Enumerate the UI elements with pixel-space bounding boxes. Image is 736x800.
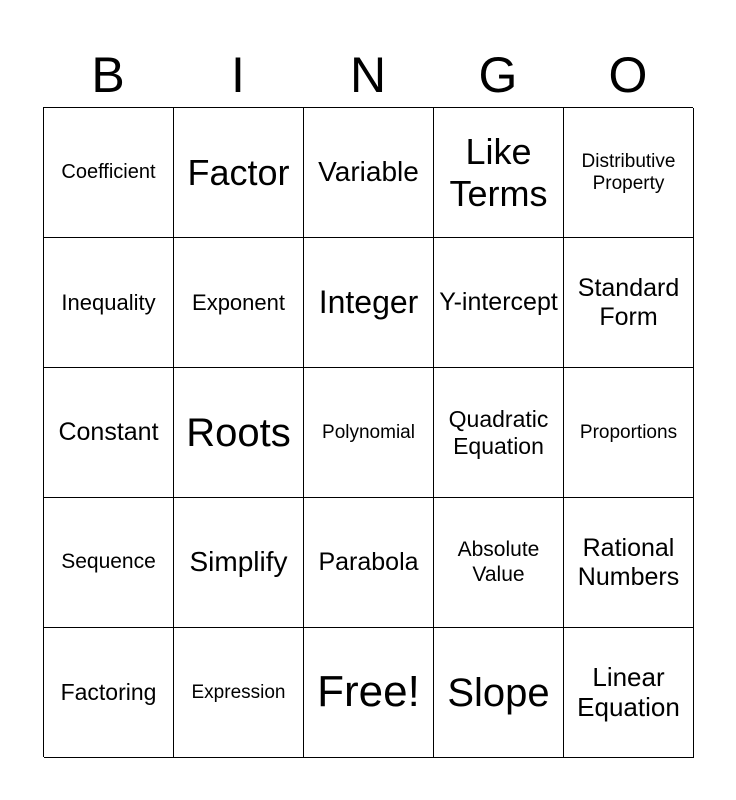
bingo-cell-text: Constant <box>58 418 159 447</box>
bingo-cell-text: Proportions <box>579 421 678 443</box>
bingo-cell-text: Free! <box>317 667 420 717</box>
bingo-cell[interactable]: Variable <box>304 108 434 238</box>
bingo-cell[interactable]: Roots <box>174 368 304 498</box>
bingo-cell-text: Linear Equation <box>577 661 680 722</box>
bingo-cell-text: Y-intercept <box>439 288 558 317</box>
bingo-cell[interactable]: Slope <box>434 628 564 758</box>
bingo-cell-text: Factoring <box>60 679 157 706</box>
bingo-cell-text: Expression <box>191 681 286 703</box>
bingo-cell[interactable]: Integer <box>304 238 434 368</box>
bingo-cell[interactable]: Inequality <box>44 238 174 368</box>
bingo-cell-text: Quadratic Equation <box>448 406 549 459</box>
bingo-cell[interactable]: Free! <box>304 628 434 758</box>
bingo-cell-text: Integer <box>318 284 419 321</box>
bingo-cell-text: Inequality <box>61 289 156 315</box>
bingo-cell[interactable]: Proportions <box>564 368 694 498</box>
bingo-cell[interactable]: Quadratic Equation <box>434 368 564 498</box>
bingo-cell[interactable]: Rational Numbers <box>564 498 694 628</box>
bingo-cell[interactable]: Expression <box>174 628 304 758</box>
bingo-cell-text: Polynomial <box>322 421 415 443</box>
bingo-cell-text: Parabola <box>318 548 419 577</box>
bingo-cell[interactable]: Standard Form <box>564 238 694 368</box>
bingo-cell-text: Rational Numbers <box>577 533 680 591</box>
bingo-cell[interactable]: Y-intercept <box>434 238 564 368</box>
bingo-cell[interactable]: Polynomial <box>304 368 434 498</box>
bingo-cell-text: Roots <box>186 410 291 455</box>
bingo-cell-text: Sequence <box>61 550 156 574</box>
bingo-cell[interactable]: Like Terms <box>434 108 564 238</box>
bingo-cell[interactable]: Simplify <box>174 498 304 628</box>
bingo-cell[interactable]: Factoring <box>44 628 174 758</box>
bingo-cell-text: Variable <box>318 156 419 188</box>
bingo-cell-text: Absolute Value <box>457 538 540 586</box>
bingo-cell[interactable]: Factor <box>174 108 304 238</box>
bingo-cell[interactable]: Coefficient <box>44 108 174 238</box>
bingo-cell[interactable]: Parabola <box>304 498 434 628</box>
bingo-cell[interactable]: Linear Equation <box>564 628 694 758</box>
bingo-cell-text: Factor <box>187 151 290 193</box>
bingo-header: B I N G O <box>43 44 693 106</box>
bingo-cell-text: Exponent <box>192 289 285 315</box>
header-letter-n: N <box>349 47 387 103</box>
bingo-cell-text: Simplify <box>189 546 288 578</box>
header-letter-g: G <box>478 47 518 103</box>
bingo-cell[interactable]: Constant <box>44 368 174 498</box>
bingo-cell[interactable]: Distributive Property <box>564 108 694 238</box>
bingo-cell-text: Coefficient <box>61 161 156 183</box>
bingo-cell-text: Slope <box>447 670 550 715</box>
bingo-cell-text: Like Terms <box>449 131 548 214</box>
header-letter-i: I <box>231 47 245 103</box>
header-letter-o: O <box>608 47 648 103</box>
bingo-cell[interactable]: Sequence <box>44 498 174 628</box>
bingo-cell[interactable]: Exponent <box>174 238 304 368</box>
bingo-grid: Coefficient Factor Variable Like Terms Distr… <box>43 107 694 758</box>
header-letter-b: B <box>91 47 125 103</box>
bingo-cell-text: Standard Form <box>577 273 680 331</box>
bingo-cell[interactable]: Absolute Value <box>434 498 564 628</box>
bingo-cell-text: Distributive Property <box>581 150 676 194</box>
